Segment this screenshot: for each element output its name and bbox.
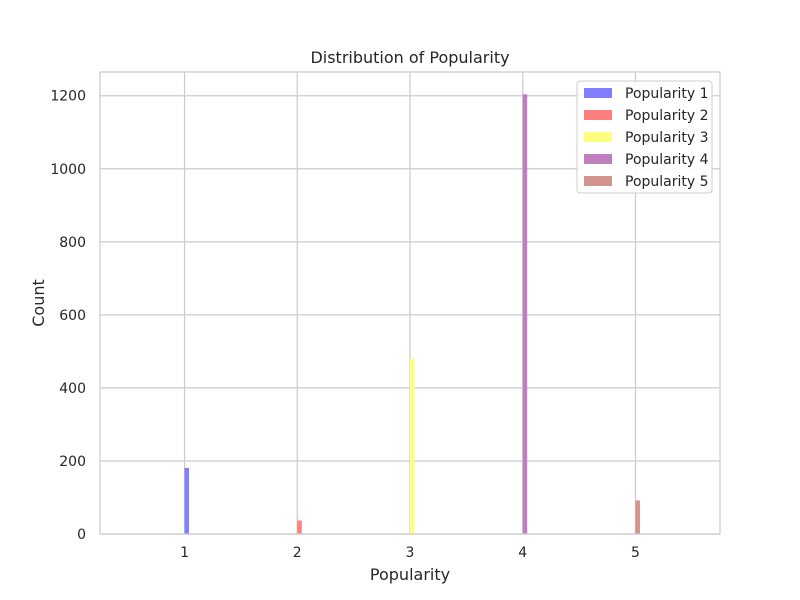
legend: Popularity 1 Popularity 2 Popularity 3 Popu…: [576, 80, 713, 194]
y-tick-label: 200: [59, 454, 86, 470]
legend-label: Popularity 4: [625, 152, 709, 168]
bars: [184, 94, 640, 534]
legend-swatch: [584, 110, 612, 120]
y-tick-label: 600: [59, 308, 86, 324]
bar: [184, 467, 190, 534]
legend-label: Popularity 2: [625, 108, 709, 124]
y-tick-label: 400: [59, 381, 86, 397]
bar: [522, 94, 528, 534]
bar: [635, 500, 640, 534]
y-axis-label: Count: [29, 279, 48, 327]
x-tick-label: 3: [406, 545, 415, 561]
y-tick-label: 0: [77, 527, 86, 543]
x-tick-label: 2: [293, 545, 302, 561]
x-tick-labels: 1 2 3 4 5: [180, 545, 640, 561]
y-tick-label: 1200: [50, 89, 86, 105]
x-tick-label: 1: [180, 545, 189, 561]
chart-title: Distribution of Popularity: [310, 48, 509, 67]
y-tick-label: 800: [59, 235, 86, 251]
bar: [410, 358, 415, 534]
plot-frame: [99, 71, 721, 535]
bar: [297, 520, 302, 534]
y-tick-label: 1000: [50, 162, 86, 178]
legend-box: [576, 80, 713, 194]
legend-label: Popularity 1: [625, 86, 709, 102]
legend-label: Popularity 3: [625, 130, 709, 146]
legend-swatch: [584, 88, 612, 98]
legend-swatch: [584, 176, 612, 186]
y-tick-labels: 0 200 400 600 800 1000 1200: [50, 89, 86, 543]
legend-swatch: [584, 132, 612, 142]
x-tick-label: 4: [518, 545, 527, 561]
legend-swatch: [584, 154, 612, 164]
legend-label: Popularity 5: [625, 174, 709, 190]
x-tick-label: 5: [631, 545, 640, 561]
x-axis-label: Popularity: [370, 565, 450, 584]
